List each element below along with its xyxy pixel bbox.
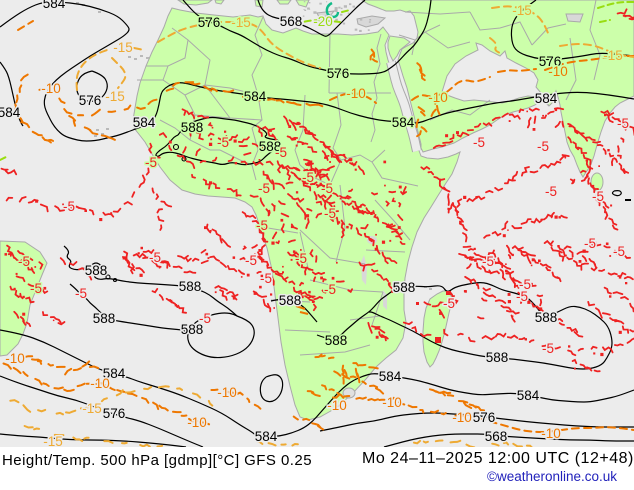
svg-text:-10: -10 xyxy=(187,415,207,430)
svg-text:568: 568 xyxy=(485,429,508,444)
svg-text:-5: -5 xyxy=(443,296,455,311)
svg-text:-15: -15 xyxy=(113,40,133,55)
svg-text:-5: -5 xyxy=(302,170,314,185)
svg-text:-5: -5 xyxy=(275,145,287,160)
svg-text:-10: -10 xyxy=(548,64,568,79)
svg-text:584: 584 xyxy=(255,429,278,444)
svg-text:-15: -15 xyxy=(231,15,251,30)
svg-text:588: 588 xyxy=(181,322,204,337)
svg-text:588: 588 xyxy=(181,120,204,135)
svg-text:588: 588 xyxy=(325,333,348,348)
svg-text:-5: -5 xyxy=(18,254,30,269)
svg-text:-5: -5 xyxy=(321,181,333,196)
svg-text:568: 568 xyxy=(280,14,303,29)
svg-text:-5: -5 xyxy=(324,282,336,297)
svg-text:576: 576 xyxy=(327,66,350,81)
svg-text:-15: -15 xyxy=(603,48,623,63)
svg-text:-5: -5 xyxy=(256,218,268,233)
svg-text:-5: -5 xyxy=(482,254,494,269)
svg-text:-10: -10 xyxy=(90,376,110,391)
svg-text:584: 584 xyxy=(392,115,415,130)
svg-text:-15: -15 xyxy=(82,401,102,416)
svg-text:584: 584 xyxy=(0,105,21,120)
svg-text:-5: -5 xyxy=(584,236,596,251)
svg-text:588: 588 xyxy=(535,310,558,325)
svg-text:-10: -10 xyxy=(452,410,472,425)
svg-text:-5: -5 xyxy=(324,206,336,221)
svg-text:-5: -5 xyxy=(217,135,229,150)
svg-text:576: 576 xyxy=(473,410,496,425)
svg-text:-5: -5 xyxy=(295,251,307,266)
svg-text:-10: -10 xyxy=(41,81,61,96)
svg-text:584: 584 xyxy=(244,89,267,104)
svg-text:588: 588 xyxy=(85,263,108,278)
svg-text:-5: -5 xyxy=(592,189,604,204)
svg-text:588: 588 xyxy=(93,311,116,326)
svg-text:588: 588 xyxy=(486,350,509,365)
svg-text:-15: -15 xyxy=(43,434,63,447)
svg-text:-5: -5 xyxy=(145,155,157,170)
svg-text:-5: -5 xyxy=(199,311,211,326)
svg-text:-10: -10 xyxy=(5,351,25,366)
svg-text:-5: -5 xyxy=(30,281,42,296)
svg-text:-5: -5 xyxy=(245,253,257,268)
svg-text:-15: -15 xyxy=(512,3,532,18)
svg-text:584: 584 xyxy=(103,366,126,381)
svg-text:576: 576 xyxy=(103,406,126,421)
svg-text:-5: -5 xyxy=(75,286,87,301)
svg-text:-5: -5 xyxy=(617,116,629,131)
svg-text:584: 584 xyxy=(379,369,402,384)
svg-text:-5: -5 xyxy=(260,271,272,286)
svg-text:-5: -5 xyxy=(516,289,528,304)
svg-text:588: 588 xyxy=(179,279,202,294)
svg-text:-5: -5 xyxy=(473,135,485,150)
svg-text:584: 584 xyxy=(43,0,66,11)
svg-text:-5: -5 xyxy=(542,341,554,356)
svg-text:-5: -5 xyxy=(149,250,161,265)
svg-text:576: 576 xyxy=(79,93,102,108)
svg-text:-10: -10 xyxy=(382,395,402,410)
svg-text:-10: -10 xyxy=(327,398,347,413)
svg-text:-10: -10 xyxy=(541,426,561,441)
svg-text:-20: -20 xyxy=(313,14,333,29)
svg-text:588: 588 xyxy=(279,293,302,308)
svg-text:-10: -10 xyxy=(217,385,237,400)
svg-text:584: 584 xyxy=(133,115,156,130)
svg-text:-5: -5 xyxy=(613,244,625,259)
svg-text:-5: -5 xyxy=(537,139,549,154)
svg-text:584: 584 xyxy=(517,388,540,403)
svg-text:588: 588 xyxy=(259,139,282,154)
svg-text:576: 576 xyxy=(539,54,562,69)
svg-text:-5: -5 xyxy=(519,277,531,292)
svg-text:-5: -5 xyxy=(63,199,75,214)
svg-text:-5: -5 xyxy=(258,181,270,196)
svg-text:-10: -10 xyxy=(428,90,448,105)
svg-text:-15: -15 xyxy=(105,89,125,104)
svg-text:-5: -5 xyxy=(545,184,557,199)
svg-text:588: 588 xyxy=(393,280,416,295)
svg-text:-10: -10 xyxy=(346,86,366,101)
svg-text:576: 576 xyxy=(198,15,221,30)
svg-text:584: 584 xyxy=(535,91,558,106)
